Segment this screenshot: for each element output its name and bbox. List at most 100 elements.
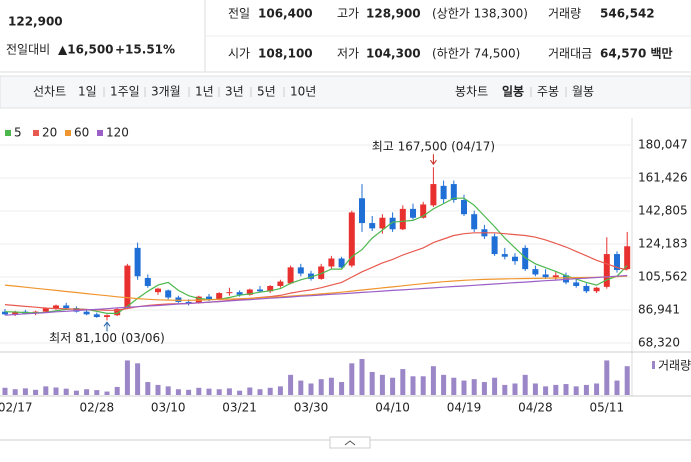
- candle-body: [257, 289, 263, 292]
- volume-bar: [298, 380, 304, 395]
- volume-bar: [124, 360, 130, 395]
- candle-body: [379, 217, 386, 229]
- x-tick-label: 04/10: [375, 401, 410, 415]
- candle-body: [124, 265, 131, 309]
- volume-bar: [175, 389, 181, 395]
- collapse-icon: [344, 440, 356, 446]
- tab[interactable]: 1주일: [110, 85, 140, 99]
- candle-body: [338, 258, 345, 268]
- volume-bar: [12, 389, 18, 395]
- volume-bar: [135, 363, 141, 395]
- volume-bar: [512, 383, 518, 395]
- candle-body: [297, 267, 304, 274]
- candle-body: [277, 281, 284, 286]
- candle-body: [552, 275, 559, 278]
- volume-bar: [84, 389, 90, 395]
- candle-body: [399, 208, 406, 230]
- legend-swatch: [33, 130, 39, 136]
- volume-bar: [563, 384, 569, 395]
- tab[interactable]: 월봉: [572, 85, 594, 99]
- volume-bar: [349, 363, 355, 395]
- annotation-arrow: [429, 159, 437, 166]
- candle-body: [104, 315, 110, 317]
- legend-swatch: [97, 130, 103, 136]
- quote-label: 저가: [337, 47, 359, 61]
- candle-body: [359, 198, 365, 224]
- volume-bar: [308, 383, 314, 395]
- tab[interactable]: 1년: [195, 85, 214, 99]
- volume-bar: [471, 379, 477, 395]
- candle-body: [410, 208, 416, 218]
- tab[interactable]: 3개월: [151, 85, 181, 99]
- candle-body: [63, 305, 70, 309]
- candle-body: [73, 308, 80, 312]
- candle-body: [206, 296, 212, 300]
- volume-bar: [63, 388, 69, 395]
- tab[interactable]: 5년: [257, 85, 276, 99]
- legend-label: 60: [74, 126, 89, 140]
- candle-body: [53, 305, 59, 309]
- candle-body: [42, 308, 49, 312]
- tab[interactable]: 주봉: [537, 85, 559, 99]
- y-tick-label: 161,426: [638, 170, 688, 184]
- volume-bar: [420, 376, 426, 395]
- quote-note: (하한가 74,500): [432, 47, 520, 61]
- volume-bar: [451, 377, 457, 395]
- x-tick-label: 02/28: [80, 401, 115, 415]
- quote-label: 거래대금: [548, 47, 592, 61]
- tab[interactable]: 10년: [290, 85, 316, 99]
- volume-bar: [226, 388, 232, 395]
- tab[interactable]: 3년: [225, 85, 244, 99]
- candle-body: [134, 247, 141, 277]
- collapse-button[interactable]: [329, 436, 371, 449]
- candle-body: [348, 212, 355, 266]
- volume-bar: [614, 380, 620, 395]
- tab[interactable]: 일봉: [502, 85, 524, 99]
- candle-body: [155, 288, 161, 293]
- x-tick-label: 02/17: [0, 401, 32, 415]
- legend-swatch: [652, 361, 655, 369]
- volume-bar: [257, 389, 263, 395]
- legend-label: 120: [106, 126, 129, 140]
- volume-bar: [359, 359, 365, 395]
- price: 122,900: [8, 15, 63, 29]
- candle-body: [624, 246, 631, 270]
- volume-bar: [114, 386, 120, 395]
- volume-bar: [573, 386, 579, 395]
- volume-bar: [543, 386, 549, 395]
- candle-body: [542, 274, 549, 278]
- y-tick-label: 68,320: [638, 336, 680, 350]
- legend-swatch: [5, 130, 11, 136]
- volume-bar: [369, 371, 375, 395]
- volume-bar: [73, 390, 79, 395]
- volume-bar: [390, 377, 396, 395]
- volume-bar: [288, 374, 294, 395]
- volume-bar: [196, 387, 202, 395]
- candle-body: [532, 269, 539, 275]
- tab-bar: [0, 75, 691, 109]
- volume-bar: [94, 390, 100, 395]
- candle-body: [440, 185, 447, 200]
- volume-bar: [104, 391, 110, 395]
- tab[interactable]: 1일: [78, 85, 97, 99]
- candle-body: [216, 293, 223, 300]
- candle-body: [318, 266, 325, 279]
- candle-body: [420, 204, 427, 218]
- candle-body: [491, 236, 498, 255]
- volume-bar: [461, 380, 467, 395]
- volume-bar: [492, 377, 498, 395]
- volume-bar: [441, 374, 447, 395]
- tab-group-label: 선차트: [33, 85, 66, 99]
- candle-body: [328, 258, 335, 267]
- candle-body: [583, 285, 590, 292]
- volume-bar: [186, 389, 192, 395]
- quote-value: 108,100: [258, 47, 313, 61]
- x-tick-label: 04/28: [518, 401, 553, 415]
- x-tick-label: 03/30: [294, 401, 329, 415]
- candle-body: [603, 254, 610, 287]
- change-label: 전일대비: [6, 43, 50, 57]
- x-tick-label: 03/10: [151, 401, 186, 415]
- quote-value: 128,900: [366, 7, 421, 21]
- volume-bar: [583, 384, 589, 395]
